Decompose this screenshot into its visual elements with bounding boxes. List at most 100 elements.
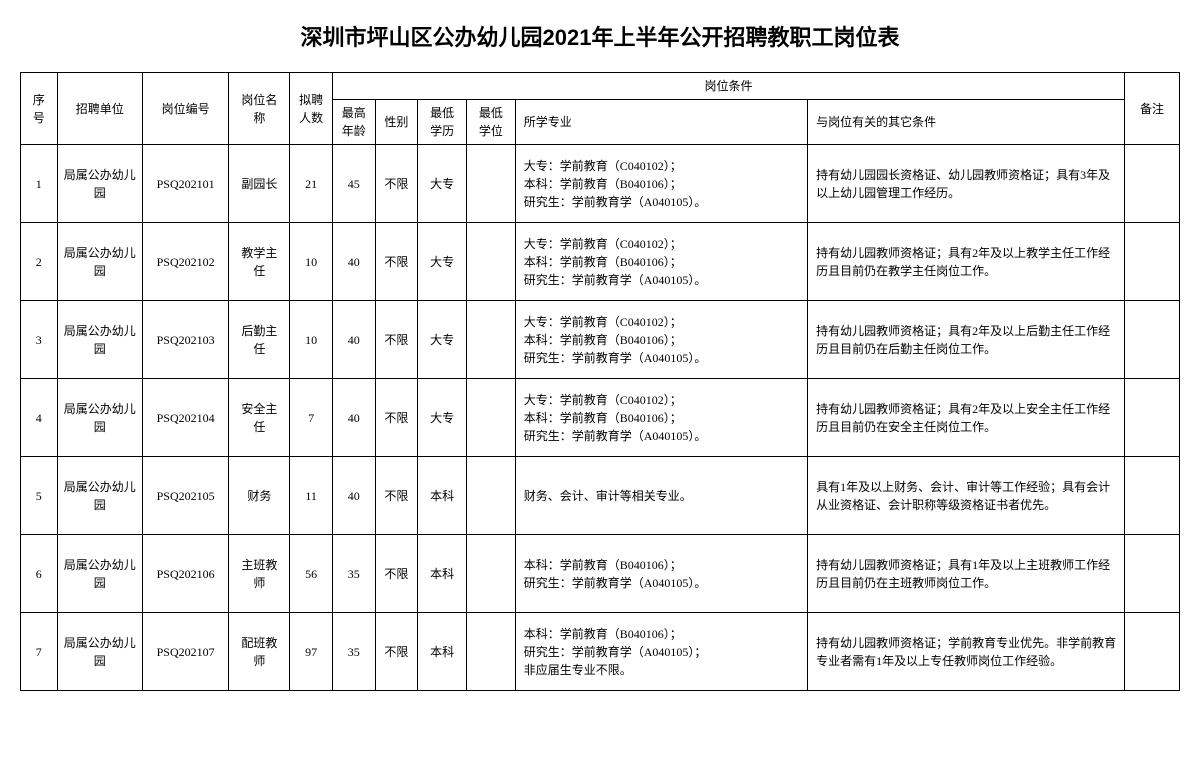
cell-code: PSQ202104 [142, 379, 229, 457]
cell-count: 56 [290, 535, 333, 613]
cell-age: 40 [332, 301, 375, 379]
header-name: 岗位名称 [229, 73, 290, 145]
cell-unit: 局属公办幼儿园 [57, 223, 142, 301]
header-count: 拟聘人数 [290, 73, 333, 145]
cell-age: 40 [332, 457, 375, 535]
header-degree: 最低学位 [466, 100, 515, 145]
cell-other: 持有幼儿园教师资格证；学前教育专业优先。非学前教育专业者需有1年及以上专任教师岗… [808, 613, 1125, 691]
cell-gender: 不限 [375, 301, 418, 379]
cell-seq: 1 [21, 145, 58, 223]
cell-name: 配班教师 [229, 613, 290, 691]
cell-gender: 不限 [375, 379, 418, 457]
cell-name: 教学主任 [229, 223, 290, 301]
page-title: 深圳市坪山区公办幼儿园2021年上半年公开招聘教职工岗位表 [20, 20, 1180, 52]
cell-unit: 局属公办幼儿园 [57, 301, 142, 379]
header-major: 所学专业 [515, 100, 807, 145]
table-row: 1局属公办幼儿园PSQ202101副园长2145不限大专大专：学前教育（C040… [21, 145, 1180, 223]
cell-other: 持有幼儿园教师资格证；具有2年及以上教学主任工作经历且目前仍在教学主任岗位工作。 [808, 223, 1125, 301]
cell-edu: 本科 [418, 457, 467, 535]
header-conditions: 岗位条件 [332, 73, 1124, 100]
cell-major: 大专：学前教育（C040102）；本科：学前教育（B040106）；研究生：学前… [515, 223, 807, 301]
cell-seq: 5 [21, 457, 58, 535]
cell-gender: 不限 [375, 535, 418, 613]
cell-code: PSQ202103 [142, 301, 229, 379]
cell-name: 财务 [229, 457, 290, 535]
cell-unit: 局属公办幼儿园 [57, 145, 142, 223]
cell-name: 安全主任 [229, 379, 290, 457]
cell-edu: 大专 [418, 301, 467, 379]
cell-name: 后勤主任 [229, 301, 290, 379]
cell-major: 大专：学前教育（C040102）；本科：学前教育（B040106）；研究生：学前… [515, 301, 807, 379]
cell-edu: 本科 [418, 613, 467, 691]
cell-age: 40 [332, 223, 375, 301]
cell-unit: 局属公办幼儿园 [57, 535, 142, 613]
cell-age: 35 [332, 535, 375, 613]
header-edu: 最低学历 [418, 100, 467, 145]
cell-other: 持有幼儿园园长资格证、幼儿园教师资格证；具有3年及以上幼儿园管理工作经历。 [808, 145, 1125, 223]
cell-gender: 不限 [375, 457, 418, 535]
table-body: 1局属公办幼儿园PSQ202101副园长2145不限大专大专：学前教育（C040… [21, 145, 1180, 691]
cell-seq: 4 [21, 379, 58, 457]
cell-other: 持有幼儿园教师资格证；具有2年及以上安全主任工作经历且目前仍在安全主任岗位工作。 [808, 379, 1125, 457]
cell-degree [466, 145, 515, 223]
cell-code: PSQ202107 [142, 613, 229, 691]
cell-seq: 6 [21, 535, 58, 613]
cell-remark [1125, 535, 1180, 613]
header-gender: 性别 [375, 100, 418, 145]
cell-other: 持有幼儿园教师资格证；具有2年及以上后勤主任工作经历且目前仍在后勤主任岗位工作。 [808, 301, 1125, 379]
cell-code: PSQ202106 [142, 535, 229, 613]
cell-remark [1125, 145, 1180, 223]
cell-count: 10 [290, 223, 333, 301]
cell-other: 具有1年及以上财务、会计、审计等工作经验；具有会计从业资格证、会计职称等级资格证… [808, 457, 1125, 535]
cell-count: 7 [290, 379, 333, 457]
table-row: 7局属公办幼儿园PSQ202107配班教师9735不限本科本科：学前教育（B04… [21, 613, 1180, 691]
header-age: 最高年龄 [332, 100, 375, 145]
header-other: 与岗位有关的其它条件 [808, 100, 1125, 145]
cell-count: 21 [290, 145, 333, 223]
cell-degree [466, 535, 515, 613]
cell-degree [466, 223, 515, 301]
recruitment-table: 序号 招聘单位 岗位编号 岗位名称 拟聘人数 岗位条件 备注 最高年龄 性别 最… [20, 72, 1180, 691]
table-row: 3局属公办幼儿园PSQ202103后勤主任1040不限大专大专：学前教育（C04… [21, 301, 1180, 379]
cell-remark [1125, 457, 1180, 535]
cell-edu: 大专 [418, 145, 467, 223]
cell-degree [466, 379, 515, 457]
cell-age: 45 [332, 145, 375, 223]
cell-major: 本科：学前教育（B040106）；研究生：学前教育学（A040105）。 [515, 535, 807, 613]
cell-name: 主班教师 [229, 535, 290, 613]
header-code: 岗位编号 [142, 73, 229, 145]
cell-edu: 大专 [418, 223, 467, 301]
cell-unit: 局属公办幼儿园 [57, 379, 142, 457]
cell-unit: 局属公办幼儿园 [57, 457, 142, 535]
cell-count: 97 [290, 613, 333, 691]
cell-major: 大专：学前教育（C040102）；本科：学前教育（B040106）；研究生：学前… [515, 145, 807, 223]
cell-code: PSQ202101 [142, 145, 229, 223]
cell-gender: 不限 [375, 145, 418, 223]
header-seq: 序号 [21, 73, 58, 145]
table-row: 4局属公办幼儿园PSQ202104安全主任740不限大专大专：学前教育（C040… [21, 379, 1180, 457]
cell-unit: 局属公办幼儿园 [57, 613, 142, 691]
cell-degree [466, 457, 515, 535]
cell-remark [1125, 301, 1180, 379]
cell-degree [466, 613, 515, 691]
cell-count: 10 [290, 301, 333, 379]
cell-seq: 2 [21, 223, 58, 301]
cell-gender: 不限 [375, 223, 418, 301]
cell-remark [1125, 613, 1180, 691]
cell-gender: 不限 [375, 613, 418, 691]
cell-edu: 本科 [418, 535, 467, 613]
header-remark: 备注 [1125, 73, 1180, 145]
cell-remark [1125, 379, 1180, 457]
cell-count: 11 [290, 457, 333, 535]
cell-age: 40 [332, 379, 375, 457]
cell-major: 大专：学前教育（C040102）；本科：学前教育（B040106）；研究生：学前… [515, 379, 807, 457]
cell-age: 35 [332, 613, 375, 691]
cell-name: 副园长 [229, 145, 290, 223]
cell-seq: 3 [21, 301, 58, 379]
cell-code: PSQ202102 [142, 223, 229, 301]
table-row: 6局属公办幼儿园PSQ202106主班教师5635不限本科本科：学前教育（B04… [21, 535, 1180, 613]
table-row: 2局属公办幼儿园PSQ202102教学主任1040不限大专大专：学前教育（C04… [21, 223, 1180, 301]
cell-edu: 大专 [418, 379, 467, 457]
cell-remark [1125, 223, 1180, 301]
cell-major: 财务、会计、审计等相关专业。 [515, 457, 807, 535]
